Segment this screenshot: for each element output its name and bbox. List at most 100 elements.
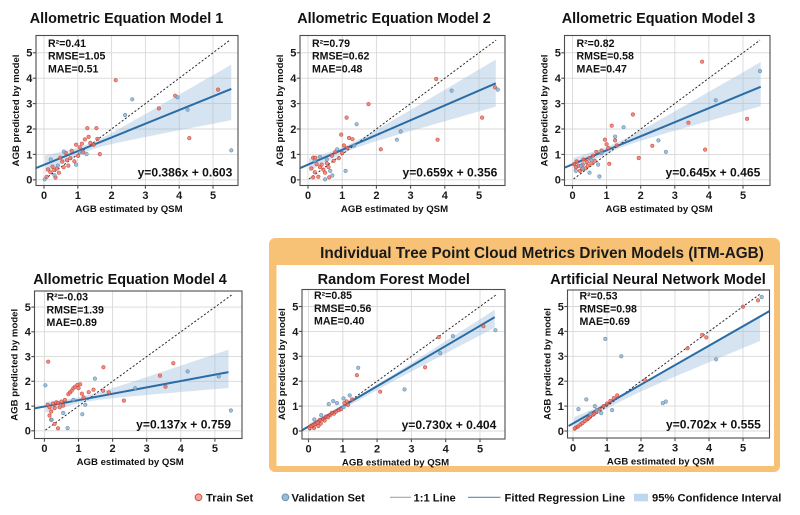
svg-text:2: 2 [373, 190, 379, 202]
svg-text:AGB predicted by model: AGB predicted by model [10, 309, 21, 421]
svg-text:0: 0 [305, 190, 311, 202]
svg-text:5: 5 [290, 48, 296, 60]
svg-text:1: 1 [604, 190, 610, 202]
svg-text:0: 0 [292, 426, 298, 438]
svg-text:1: 1 [555, 149, 561, 161]
svg-text:R²=0.79: R²=0.79 [312, 38, 350, 50]
svg-text:0: 0 [570, 442, 576, 454]
svg-text:2: 2 [292, 376, 298, 388]
svg-text:R²=0.53: R²=0.53 [580, 291, 618, 303]
svg-text:5: 5 [292, 301, 298, 313]
svg-text:4: 4 [26, 73, 33, 85]
svg-text:MAE=0.40: MAE=0.40 [314, 316, 364, 328]
svg-text:5: 5 [476, 190, 482, 202]
svg-text:MAE=0.51: MAE=0.51 [48, 63, 98, 75]
svg-text:1: 1 [604, 442, 610, 454]
svg-text:4: 4 [176, 190, 183, 202]
svg-text:3: 3 [558, 351, 564, 363]
svg-text:AGB estimated by QSM: AGB estimated by QSM [606, 204, 713, 215]
svg-text:3: 3 [672, 190, 678, 202]
svg-text:1: 1 [75, 443, 81, 455]
svg-text:5: 5 [210, 190, 216, 202]
svg-text:AGB predicted by model: AGB predicted by model [543, 308, 554, 420]
svg-text:4: 4 [178, 443, 185, 455]
svg-text:RMSE=1.39: RMSE=1.39 [47, 304, 105, 316]
svg-text:0: 0 [569, 190, 575, 202]
svg-text:1: 1 [26, 149, 32, 161]
svg-text:1: 1 [25, 401, 31, 413]
svg-text:2: 2 [555, 124, 561, 136]
svg-text:2: 2 [638, 442, 644, 454]
svg-text:y=0.730x + 0.404: y=0.730x + 0.404 [402, 418, 497, 432]
svg-text:3: 3 [290, 99, 296, 111]
svg-text:2: 2 [25, 376, 31, 388]
svg-text:1:1 Line: 1:1 Line [414, 493, 456, 505]
svg-text:y=0.659x + 0.356: y=0.659x + 0.356 [402, 166, 497, 180]
svg-text:Allometric Equation Model 4: Allometric Equation Model 4 [33, 272, 227, 288]
svg-text:3: 3 [142, 190, 148, 202]
svg-text:4: 4 [442, 190, 449, 202]
svg-text:3: 3 [144, 443, 150, 455]
svg-text:4: 4 [555, 73, 562, 85]
svg-text:5: 5 [212, 443, 218, 455]
svg-text:Fitted Regression Line: Fitted Regression Line [505, 493, 626, 505]
svg-text:y=0.702x + 0.555: y=0.702x + 0.555 [666, 418, 761, 432]
svg-text:MAE=0.48: MAE=0.48 [312, 63, 362, 75]
svg-text:Allometric Equation Model 2: Allometric Equation Model 2 [297, 11, 491, 27]
svg-text:3: 3 [25, 351, 31, 363]
svg-text:4: 4 [25, 327, 32, 339]
svg-text:5: 5 [26, 48, 32, 60]
svg-text:3: 3 [408, 190, 414, 202]
svg-text:0: 0 [26, 175, 32, 187]
svg-text:4: 4 [443, 443, 450, 455]
svg-text:1: 1 [558, 401, 564, 413]
svg-text:AGB predicted by model: AGB predicted by model [275, 55, 286, 167]
svg-text:5: 5 [25, 302, 31, 314]
svg-text:RMSE=0.58: RMSE=0.58 [577, 51, 635, 63]
svg-text:4: 4 [706, 442, 713, 454]
svg-text:5: 5 [740, 190, 746, 202]
svg-text:R²=0.82: R²=0.82 [577, 38, 615, 50]
svg-text:AGB estimated by QSM: AGB estimated by QSM [77, 457, 184, 468]
svg-text:4: 4 [706, 190, 713, 202]
svg-text:AGB predicted by model: AGB predicted by model [11, 55, 22, 167]
svg-text:0: 0 [555, 175, 561, 187]
svg-text:AGB estimated by QSM: AGB estimated by QSM [607, 457, 714, 468]
svg-text:3: 3 [555, 99, 561, 111]
svg-text:y=0.386x + 0.603: y=0.386x + 0.603 [138, 166, 233, 180]
svg-text:R²=0.41: R²=0.41 [48, 38, 86, 50]
svg-text:1: 1 [340, 443, 346, 455]
svg-text:RMSE=0.98: RMSE=0.98 [580, 303, 638, 315]
svg-text:1: 1 [292, 401, 298, 413]
svg-text:0: 0 [25, 426, 31, 438]
svg-text:Validation Set: Validation Set [292, 493, 366, 505]
svg-text:RMSE=0.62: RMSE=0.62 [312, 51, 370, 63]
svg-text:3: 3 [26, 99, 32, 111]
svg-text:4: 4 [290, 73, 297, 85]
svg-text:3: 3 [408, 443, 414, 455]
svg-text:2: 2 [110, 443, 116, 455]
svg-text:2: 2 [374, 443, 380, 455]
svg-text:0: 0 [558, 426, 564, 438]
svg-text:2: 2 [558, 376, 564, 388]
svg-text:y=0.645x + 0.465: y=0.645x + 0.465 [665, 166, 760, 180]
svg-text:0: 0 [41, 190, 47, 202]
svg-text:R²=0.85: R²=0.85 [314, 290, 352, 302]
svg-text:RMSE=0.56: RMSE=0.56 [314, 303, 372, 315]
svg-text:5: 5 [740, 442, 746, 454]
svg-text:0: 0 [41, 443, 47, 455]
svg-text:1: 1 [290, 149, 296, 161]
svg-text:AGB predicted by model: AGB predicted by model [540, 55, 551, 167]
svg-text:RMSE=1.05: RMSE=1.05 [48, 51, 106, 63]
svg-text:0: 0 [305, 443, 311, 455]
svg-text:Train Set: Train Set [206, 493, 254, 505]
svg-text:Allometric Equation Model 3: Allometric Equation Model 3 [562, 11, 756, 27]
svg-text:1: 1 [339, 190, 345, 202]
svg-text:R²=-0.03: R²=-0.03 [47, 292, 89, 304]
svg-text:0: 0 [290, 175, 296, 187]
svg-text:4: 4 [292, 326, 299, 338]
svg-text:1: 1 [75, 190, 81, 202]
svg-text:Random Forest Model: Random Forest Model [318, 272, 470, 288]
svg-text:MAE=0.89: MAE=0.89 [47, 317, 97, 329]
svg-text:y=0.137x + 0.759: y=0.137x + 0.759 [136, 418, 231, 432]
